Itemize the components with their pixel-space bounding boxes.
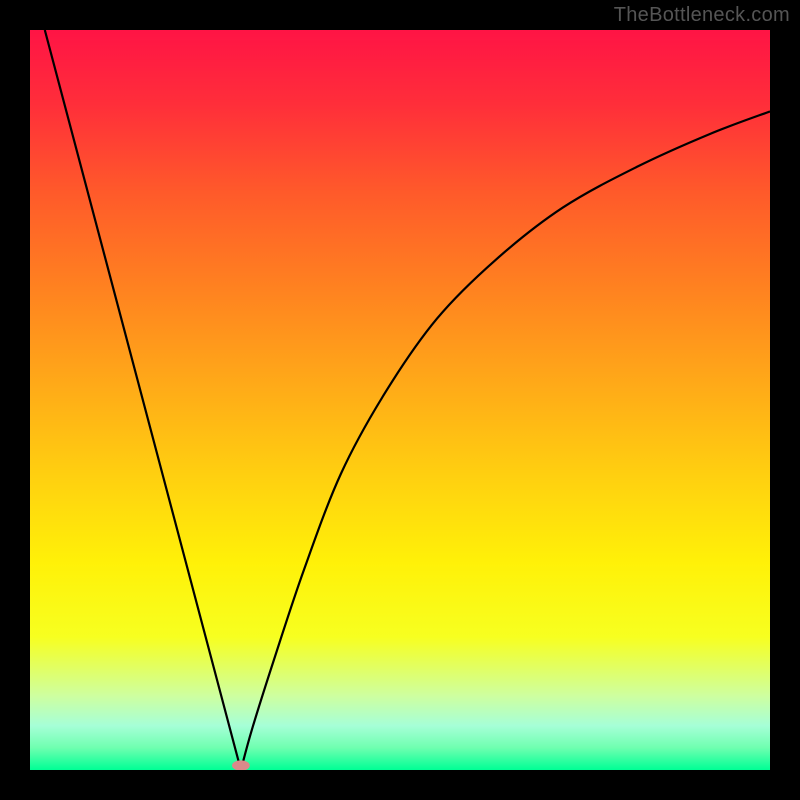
curve-left-branch (45, 30, 241, 770)
watermark: TheBottleneck.com (614, 4, 790, 27)
curve-right-branch (241, 111, 770, 770)
plot-area (30, 30, 770, 770)
curve-layer (30, 30, 770, 770)
minimum-marker (232, 760, 250, 770)
